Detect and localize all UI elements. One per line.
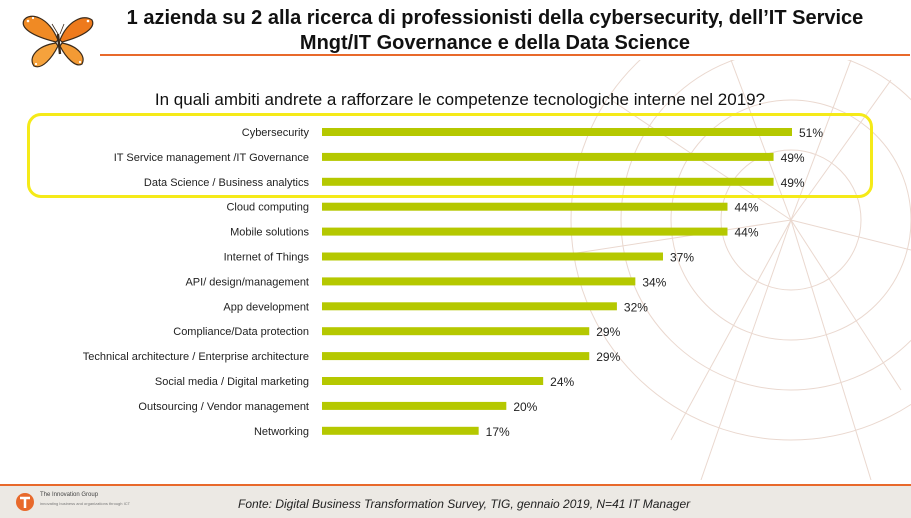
category-label: Technical architecture / Enterprise arch… <box>83 351 309 363</box>
value-label: 49% <box>781 151 805 165</box>
bar <box>322 302 617 311</box>
category-label: Social media / Digital marketing <box>155 376 309 388</box>
highlight-box <box>27 113 873 198</box>
bar-chart: Cybersecurity 51% IT Service management /I… <box>83 126 824 439</box>
value-label: 44% <box>734 226 758 240</box>
category-label: Outsourcing / Vendor management <box>138 401 309 413</box>
value-label: 44% <box>734 201 758 215</box>
innovation-group-logo: The Innovation Group innovating business… <box>14 491 134 513</box>
footer-band <box>0 484 911 518</box>
value-label: 17% <box>486 425 510 439</box>
innovation-group-logo-icon <box>16 493 34 511</box>
slide-title-line-2: Mngt/IT Governance e della Data Science <box>299 32 691 54</box>
category-label: Internet of Things <box>224 252 310 264</box>
bar <box>322 426 479 435</box>
category-label: Cloud computing <box>226 202 309 214</box>
category-label: Mobile solutions <box>230 227 309 239</box>
category-label: Networking <box>254 426 309 438</box>
value-label: 34% <box>642 275 666 289</box>
slide-title-line-1: 1 azienda su 2 alla ricerca di professio… <box>126 7 864 29</box>
value-label: 49% <box>781 176 805 190</box>
value-label: 32% <box>624 300 648 314</box>
slide-title: 1 azienda su 2 alla ricerca di professio… <box>95 6 895 56</box>
bar <box>322 277 636 286</box>
category-label: Compliance/Data protection <box>173 326 309 338</box>
bar <box>322 177 774 186</box>
bar <box>322 128 792 136</box>
value-label: 20% <box>513 400 537 414</box>
value-label: 29% <box>596 350 620 364</box>
decorative-background-pattern <box>530 60 911 480</box>
bar <box>322 401 507 410</box>
bar <box>322 152 774 161</box>
bar <box>322 227 728 236</box>
bar <box>322 202 728 211</box>
value-label: 37% <box>670 251 694 265</box>
source-note: Fonte: Digital Business Transformation S… <box>238 497 691 511</box>
category-label: API/ design/management <box>185 276 309 288</box>
value-label: 24% <box>550 375 574 389</box>
bar <box>322 352 590 361</box>
category-label: IT Service management /IT Governance <box>114 152 309 164</box>
title-divider <box>100 54 910 56</box>
bar <box>322 327 590 336</box>
category-label: App development <box>223 301 309 313</box>
chart-title: In quali ambiti andrete a rafforzare le … <box>154 90 766 109</box>
bar <box>322 377 544 385</box>
category-label: Cybersecurity <box>242 127 310 139</box>
category-label: Data Science / Business analytics <box>144 177 310 189</box>
footer-divider <box>0 484 911 486</box>
monarch-butterfly-logo <box>22 15 94 68</box>
bar <box>322 252 663 261</box>
value-label: 51% <box>799 126 823 140</box>
value-label: 29% <box>596 325 620 339</box>
logo-name: The Innovation Group <box>40 492 99 498</box>
logo-tagline: innovating business and organizations th… <box>40 501 131 506</box>
